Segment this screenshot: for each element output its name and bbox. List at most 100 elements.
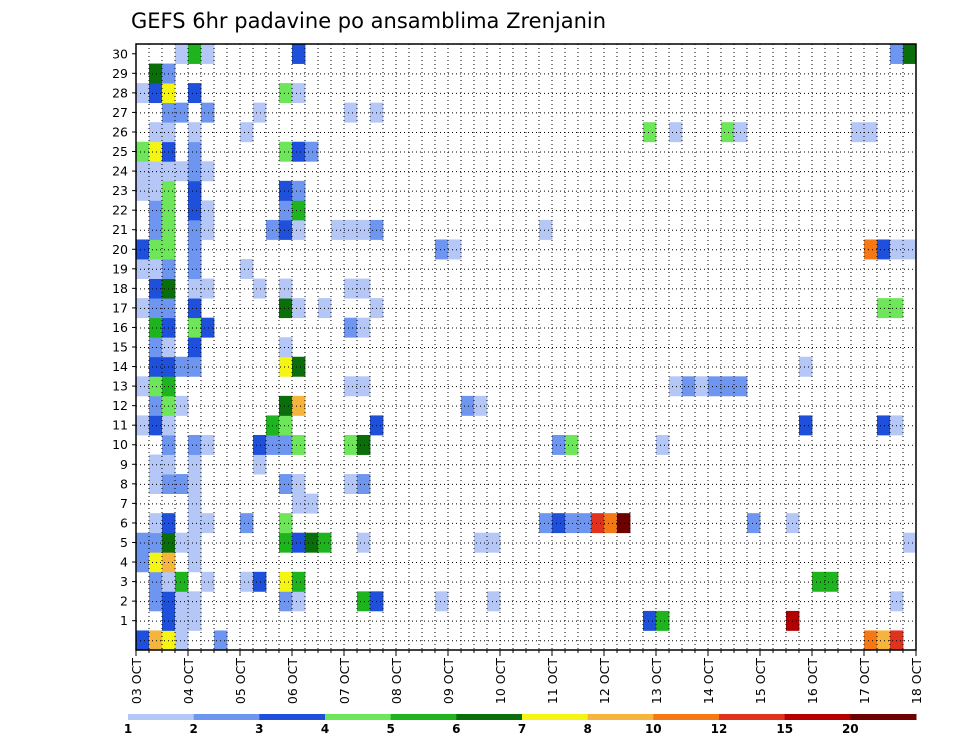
heatmap-cell — [292, 474, 306, 495]
heatmap-cell — [864, 630, 878, 651]
heatmap-cell — [279, 83, 293, 104]
heatmap-cell — [721, 122, 735, 143]
heatmap-cell — [149, 278, 163, 299]
heatmap-cell — [188, 83, 202, 104]
heatmap-cell — [279, 278, 293, 299]
heatmap-cell — [292, 532, 306, 553]
y-tick-label: 10 — [112, 437, 128, 452]
heatmap-cell — [279, 298, 293, 319]
heatmap-cell — [136, 630, 150, 651]
colorbar-swatch — [587, 714, 654, 720]
heatmap-cell — [188, 532, 202, 553]
heatmap-cell — [240, 122, 254, 143]
heatmap-cell — [279, 337, 293, 358]
y-tick-label: 20 — [112, 242, 128, 257]
heatmap-cell — [487, 591, 501, 612]
colorbar-swatch — [259, 714, 326, 720]
heatmap-cell — [175, 395, 189, 416]
y-tick-label: 1 — [120, 613, 128, 628]
heatmap-cell — [799, 415, 813, 436]
heatmap-cell — [149, 200, 163, 221]
heatmap-cell — [877, 239, 891, 260]
heatmap-cell — [240, 571, 254, 592]
heatmap-cell — [825, 571, 839, 592]
y-tick-label: 19 — [112, 261, 128, 276]
heatmap-cell — [253, 434, 267, 455]
heatmap-cell — [175, 591, 189, 612]
heatmap-cell — [292, 356, 306, 377]
heatmap-cell — [149, 219, 163, 240]
heatmap-cell — [279, 200, 293, 221]
y-tick-label: 2 — [120, 594, 128, 609]
heatmap-cell — [864, 122, 878, 143]
colorbar-swatch — [522, 714, 589, 720]
heatmap-cell — [188, 161, 202, 182]
heatmap-cell — [188, 278, 202, 299]
heatmap-cell — [617, 513, 631, 534]
heatmap-cell — [344, 278, 358, 299]
heatmap-cell — [279, 474, 293, 495]
heatmap-cell — [149, 376, 163, 397]
heatmap-cell — [136, 161, 150, 182]
colorbar-swatch — [456, 714, 523, 720]
heatmap-cell — [656, 610, 670, 631]
heatmap-cell — [253, 278, 267, 299]
heatmap-cell — [188, 513, 202, 534]
heatmap-cell — [279, 532, 293, 553]
x-tick-label: 17 OCT — [857, 658, 872, 704]
y-tick-label: 3 — [120, 574, 128, 589]
heatmap-cell — [669, 376, 683, 397]
heatmap-cell — [136, 239, 150, 260]
y-tick-label: 25 — [112, 144, 128, 159]
heatmap-cell — [240, 259, 254, 279]
heatmap-cell — [344, 474, 358, 495]
heatmap-cell — [201, 161, 215, 182]
y-tick-label: 6 — [120, 515, 128, 530]
x-tick-label: 16 OCT — [805, 658, 820, 704]
heatmap-cell — [149, 474, 163, 495]
heatmap-cell — [305, 141, 319, 162]
colorbar-label: 7 — [518, 722, 526, 736]
x-tick-label: 11 OCT — [545, 658, 560, 704]
colorbar-swatch — [784, 714, 851, 720]
y-tick-label: 11 — [112, 418, 128, 433]
heatmap-cell — [136, 83, 150, 104]
heatmap-cell — [292, 434, 306, 455]
heatmap-cell — [188, 337, 202, 358]
y-tick-label: 26 — [112, 124, 128, 139]
heatmap-cell — [149, 83, 163, 104]
heatmap-cell — [188, 141, 202, 162]
heatmap-cell — [695, 376, 709, 397]
heatmap-cell — [175, 630, 189, 651]
heatmap-cell — [253, 571, 267, 592]
heatmap-cell — [188, 219, 202, 240]
x-tick-label: 14 OCT — [701, 658, 716, 704]
heatmap-cell — [344, 219, 358, 240]
heatmap-cell — [201, 513, 215, 534]
heatmap-cell — [864, 239, 878, 260]
colorbar-label: 15 — [776, 722, 793, 736]
heatmap-cell — [188, 44, 202, 64]
heatmap-cell — [292, 219, 306, 240]
x-tick-label: 08 OCT — [389, 658, 404, 704]
heatmap-cell — [721, 376, 735, 397]
heatmap-cell — [344, 102, 358, 123]
heatmap-cell — [565, 513, 579, 534]
heatmap-cell — [461, 395, 475, 416]
heatmap-cell — [149, 513, 163, 534]
heatmap-cell — [903, 532, 917, 553]
colorbar-label: 1 — [124, 722, 132, 736]
colorbar-swatch — [653, 714, 720, 720]
heatmap-cell — [292, 141, 306, 162]
heatmap-cell — [292, 83, 306, 104]
heatmap-cell — [279, 395, 293, 416]
heatmap-cell — [175, 356, 189, 377]
heatmap-cell — [253, 102, 267, 123]
heatmap-cell — [201, 44, 215, 64]
heatmap-cell — [149, 630, 163, 651]
heatmap-cell — [149, 141, 163, 162]
x-tick-label: 09 OCT — [441, 658, 456, 704]
x-tick-label: 13 OCT — [649, 658, 664, 704]
heatmap-cell — [188, 200, 202, 221]
